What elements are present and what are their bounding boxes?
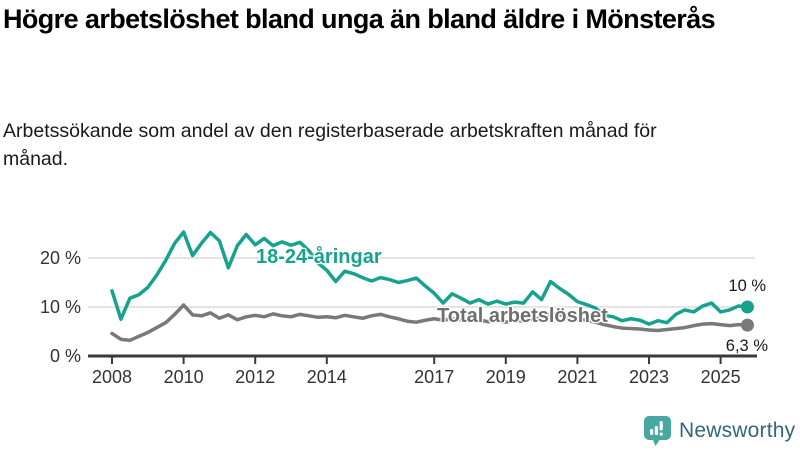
chart-subtitle: Arbetssökande som andel av den registerb… — [3, 120, 657, 170]
x-axis-tick-label: 2014 — [307, 367, 347, 387]
y-axis-tick-label: 10 % — [40, 297, 81, 317]
total-end-dot — [740, 318, 754, 332]
youth-end-dot — [740, 300, 754, 314]
x-axis-tick-label: 2023 — [629, 367, 669, 387]
x-axis-tick-label: 2025 — [701, 367, 741, 387]
x-axis-tick-label: 2019 — [486, 367, 526, 387]
x-axis-tick-label: 2008 — [92, 367, 132, 387]
x-axis-tick-label: 2021 — [557, 367, 597, 387]
newsworthy-logo: Newsworthy — [643, 415, 795, 447]
end-value-label-youth: 10 % — [728, 277, 766, 295]
series-label-youth: 18-24-åringar — [256, 246, 382, 268]
y-axis-tick-label: 0 % — [50, 346, 81, 366]
page-title: Högre arbetslöshet bland unga än bland ä… — [3, 4, 716, 34]
total-series-line — [110, 303, 750, 343]
x-axis-tick-label: 2010 — [164, 367, 204, 387]
y-axis-tick-label: 20 % — [40, 248, 81, 268]
brand-name: Newsworthy — [679, 419, 796, 442]
x-axis-tick-label: 2012 — [235, 367, 275, 387]
x-axis-tick-label: 2017 — [414, 367, 454, 387]
end-value-label-total: 6,3 % — [725, 337, 768, 355]
series-label-total: Total arbetslöshet — [437, 305, 608, 327]
youth-series-line — [110, 230, 750, 326]
newsworthy-chart-bubble-icon — [644, 416, 671, 446]
